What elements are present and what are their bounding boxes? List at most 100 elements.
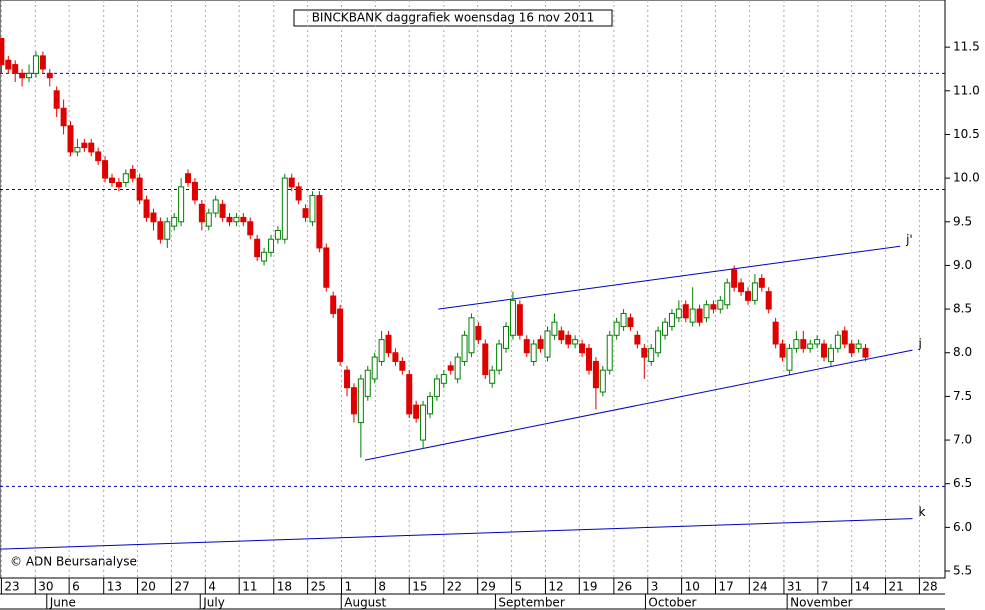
candle-body [357,378,364,424]
candle-body [696,308,703,323]
candle-body [399,360,406,371]
candle-body [385,334,392,354]
candle-body [406,374,413,415]
candle-body [592,360,599,389]
candle-body [39,55,46,70]
y-tick-label: 7.0 [953,433,972,447]
candle-body [544,330,551,358]
candle-body [440,374,447,384]
candle-body [509,299,516,336]
candle-body [420,404,427,441]
candle-body [689,308,696,323]
candle-body [226,216,233,223]
x-tick-label: 24 [752,580,767,594]
candle-body [606,334,613,371]
x-tick-label: 21 [889,580,904,594]
candle-body [254,238,261,258]
candle-body [613,321,620,336]
x-tick-label: 31 [787,580,802,594]
candle-body [565,334,572,345]
y-tick-label: 9.0 [953,258,972,272]
candle-body [46,72,53,79]
candle-body [5,59,12,70]
candle-body [620,312,627,328]
x-tick-label: 26 [617,580,632,594]
month-label: June [49,596,76,610]
candle-body [848,343,855,354]
candle-body [703,304,710,319]
candle-body [800,339,807,349]
candle-body [558,330,565,341]
candle-body [627,317,634,328]
candle-body [530,343,537,362]
candle-body [523,339,530,354]
candle-body [468,317,475,354]
title-box [293,9,613,27]
plot-area [0,0,946,579]
candle-body [191,181,198,201]
candle-body [413,404,420,419]
y-tick-label: 6.5 [953,476,972,490]
candle-body [641,347,648,358]
candle-body [710,304,717,310]
x-tick-label: 10 [685,580,700,594]
candle-body [572,339,579,345]
candle-body [772,321,779,345]
month-label: July [202,596,225,610]
candle-body [164,221,171,240]
x-tick-label: 4 [208,580,216,594]
candle-body [143,199,150,218]
candle-body [295,186,302,201]
x-tick-label: 30 [38,580,53,594]
candle-body [662,321,669,336]
month-label: November [790,596,852,610]
x-tick-label: 6 [72,580,80,594]
x-tick-label: 1 [344,580,352,594]
candle-body [198,203,205,223]
candle-body [302,208,309,218]
x-tick-label: 25 [311,580,326,594]
candle-body [12,64,19,74]
candle-body [81,142,88,149]
candle-body [426,395,433,415]
x-tick-label: 5 [515,580,523,594]
candle-body [205,212,212,227]
candle-body [115,181,122,188]
candle-body [738,282,745,293]
x-tick-label: 29 [481,580,496,594]
month-label: October [648,596,696,610]
candle-body [744,291,751,301]
candle-body [350,387,357,415]
trend-label: j [918,337,922,351]
y-tick-label: 11.0 [953,83,980,97]
candle-body [129,168,136,179]
candle-body [240,216,247,223]
candle-body [32,55,39,74]
candle-body [67,125,74,153]
candle-body [274,230,281,240]
x-tick-label: 18 [277,580,292,594]
candle-body [102,160,109,179]
candle-body [731,269,738,288]
candle-body [247,221,254,236]
candle-body [309,195,316,223]
candle-body [60,107,67,127]
candle-body [157,221,164,240]
candle-body [827,347,834,362]
x-tick-label: 12 [548,580,563,594]
x-tick-label: 19 [582,580,597,594]
candle-body [668,312,675,328]
x-tick-label: 22 [447,580,462,594]
x-tick-label: 13 [107,580,122,594]
candle-body [447,365,454,371]
candle-body [0,37,5,66]
y-tick-label: 10.5 [953,127,980,141]
candle-body [475,326,482,341]
candle-body [88,142,95,153]
candle-body [454,356,461,380]
candle-body [461,334,468,362]
candle-body [219,203,226,218]
footer: © ADN Beursanalyse [10,555,137,569]
x-tick-label: 7 [821,580,829,594]
